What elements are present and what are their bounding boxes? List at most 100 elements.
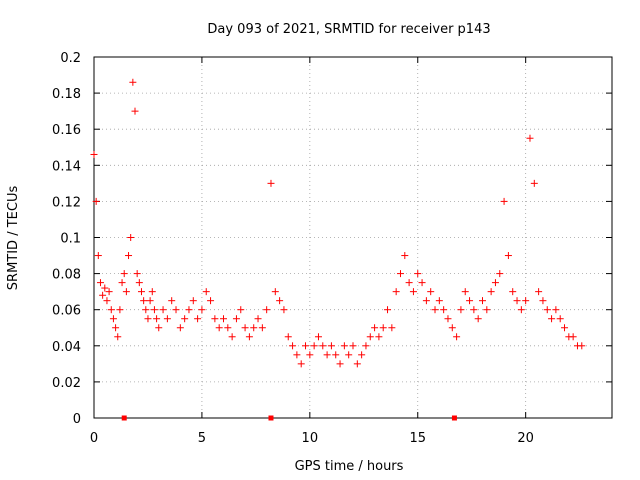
data-point (168, 297, 176, 305)
data-point (150, 306, 158, 314)
data-point (396, 270, 404, 278)
y-tick-label: 0.02 (52, 376, 81, 391)
y-tick-label: 0.16 (52, 123, 81, 138)
data-point (90, 150, 98, 158)
data-point (427, 288, 435, 296)
data-point (358, 351, 366, 359)
data-point (543, 306, 551, 314)
y-tick-label: 0.14 (52, 159, 81, 174)
data-point (422, 297, 430, 305)
data-point (103, 297, 111, 305)
data-point (479, 297, 486, 305)
data-point (379, 324, 387, 332)
data-point (461, 288, 469, 296)
data-point (220, 315, 227, 323)
data-point (414, 270, 422, 278)
data-point (487, 288, 495, 296)
bottom-marker (451, 415, 457, 421)
plot-frame (93, 56, 613, 419)
data-point (99, 291, 107, 299)
data-point (163, 315, 171, 323)
axes: 0 0.02 0.04 0.06 0.08 0.1 0.12 0.14 0.16 0.18 0.2 0… (52, 51, 613, 446)
data-point (310, 342, 318, 350)
data-point (135, 279, 143, 287)
data-point (491, 279, 499, 287)
data-point (362, 342, 370, 350)
data-point (122, 288, 130, 296)
data-point (306, 351, 314, 359)
data-point (131, 107, 139, 115)
data-point (241, 324, 249, 332)
data-point (448, 324, 456, 332)
data-point (569, 333, 577, 341)
data-point (172, 306, 180, 314)
y-tick-label: 0 (73, 412, 81, 427)
data-point (142, 306, 150, 314)
data-point (319, 342, 327, 350)
data-point (561, 324, 569, 332)
data-point (140, 297, 148, 305)
data-point (250, 324, 258, 332)
data-point (323, 351, 331, 359)
data-point (194, 315, 202, 323)
data-point (504, 252, 512, 260)
data-point (133, 270, 141, 278)
data-point (293, 351, 301, 359)
data-point (388, 324, 396, 332)
data-point (215, 324, 223, 332)
data-point (327, 342, 335, 350)
data-point (483, 306, 491, 314)
data-point (366, 333, 374, 341)
data-point (556, 315, 564, 323)
data-point (496, 270, 504, 278)
y-tick-label: 0.18 (52, 87, 81, 102)
data-point (509, 288, 517, 296)
data-point (107, 306, 115, 314)
x-axis-label: GPS time / hours (295, 459, 404, 474)
data-point (101, 284, 109, 292)
x-tick-label: 5 (198, 431, 206, 446)
data-point (125, 252, 133, 260)
data-point (548, 315, 556, 323)
data-point (418, 279, 426, 287)
data-point (409, 288, 417, 296)
data-point (440, 306, 448, 314)
data-point (127, 234, 135, 241)
x-tick-label: 20 (517, 431, 534, 446)
data-point (289, 342, 297, 350)
data-point (431, 306, 439, 314)
data-point (137, 288, 145, 296)
data-point (114, 333, 122, 341)
data-point (375, 333, 383, 341)
data-point (371, 324, 379, 332)
data-point (198, 306, 206, 314)
y-tick-label: 0.1 (60, 232, 81, 247)
x-tick-label: 15 (409, 431, 426, 446)
data-point (336, 360, 344, 368)
data-point (181, 315, 189, 323)
data-point (345, 351, 353, 359)
bottom-marker (268, 415, 274, 421)
y-tick-label: 0.2 (60, 51, 81, 66)
data-point (435, 297, 443, 305)
data-point (530, 179, 538, 187)
data-point (224, 324, 232, 332)
data-point (258, 324, 266, 332)
data-point (92, 197, 100, 205)
data-point (302, 342, 310, 350)
data-point (392, 288, 400, 296)
data-point (202, 288, 210, 296)
y-tick-label: 0.06 (52, 304, 81, 319)
data-point (148, 288, 156, 296)
data-point (522, 297, 530, 305)
data-point (466, 297, 474, 305)
data-point (185, 306, 193, 314)
data-point (349, 342, 357, 350)
data-point (245, 333, 253, 341)
chart-title: Day 093 of 2021, SRMTID for receiver p14… (207, 22, 490, 37)
data-point (276, 297, 284, 305)
data-point (120, 270, 128, 278)
data-point (105, 288, 113, 296)
